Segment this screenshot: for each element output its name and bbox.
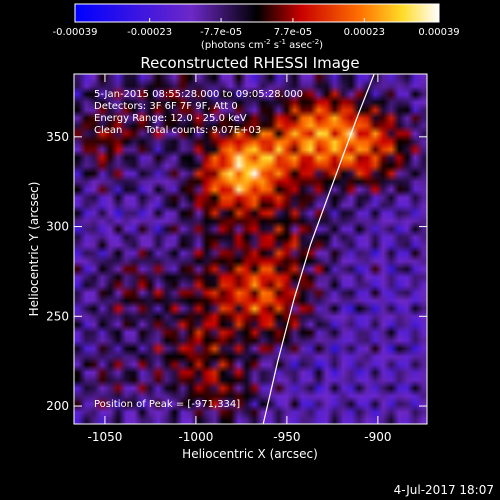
y-axis-ticks: 200 250 300 350 bbox=[46, 130, 427, 413]
x-tick-label: -900 bbox=[364, 430, 391, 444]
y-tick-label: 250 bbox=[46, 309, 69, 323]
heatmap-image bbox=[74, 74, 427, 424]
y-tick-label: 200 bbox=[46, 399, 69, 413]
colorbar-tick-label: 7.7e-05 bbox=[274, 27, 312, 38]
colorbar-gradient bbox=[75, 4, 439, 22]
annotation-line: 5-Jan-2015 08:55:28.000 to 09:05:28.000 bbox=[94, 89, 303, 100]
annotation-line: Energy Range: 12.0 - 25.0 keV bbox=[94, 113, 247, 124]
annotation-line: Clean bbox=[94, 125, 122, 136]
colorbar: -0.00039 -0.00023 -7.7e-05 7.7e-05 0.00023 0.… bbox=[53, 3, 460, 51]
annotation-block: 5-Jan-2015 08:55:28.000 to 09:05:28.000D… bbox=[94, 89, 303, 136]
colorbar-tick-label: -7.7e-05 bbox=[200, 27, 242, 38]
colorbar-tick-label: 0.00039 bbox=[418, 27, 459, 38]
y-tick-label: 300 bbox=[46, 220, 69, 234]
x-axis-label: Heliocentric X (arcsec) bbox=[182, 447, 318, 461]
x-tick-label: -1000 bbox=[178, 430, 213, 444]
colorbar-frame bbox=[74, 3, 440, 23]
colorbar-tick-label: 0.00023 bbox=[344, 27, 385, 38]
y-axis-label: Heliocentric Y (arcsec) bbox=[27, 182, 41, 317]
plot-frame bbox=[73, 73, 428, 425]
colorbar-tick-label: -0.00023 bbox=[127, 27, 172, 38]
x-tick-label: -950 bbox=[273, 430, 300, 444]
y-tick-label: 350 bbox=[46, 130, 69, 144]
date-stamp: 4-Jul-2017 18:07 bbox=[394, 483, 494, 497]
annotation-line: Detectors: 3F 6F 7F 9F, Att 0 bbox=[94, 101, 238, 112]
annotation-line: Total counts: 9.07E+03 bbox=[144, 125, 261, 136]
x-tick-label: -1050 bbox=[87, 430, 122, 444]
chart-title: Reconstructed RHESSI Image bbox=[140, 54, 359, 72]
solar-limb-curve bbox=[262, 73, 375, 425]
colorbar-tick-label: -0.00039 bbox=[53, 27, 98, 38]
peak-position-label: Position of Peak = [-971,334] bbox=[94, 399, 240, 410]
colorbar-units: (photons cm-2 s-1 asec-2) bbox=[201, 38, 323, 51]
x-axis-ticks: -1050 -1000 -950 -900 bbox=[87, 74, 391, 444]
colorbar-ticks: -0.00039 -0.00023 -7.7e-05 7.7e-05 0.00023 0.… bbox=[53, 18, 460, 38]
